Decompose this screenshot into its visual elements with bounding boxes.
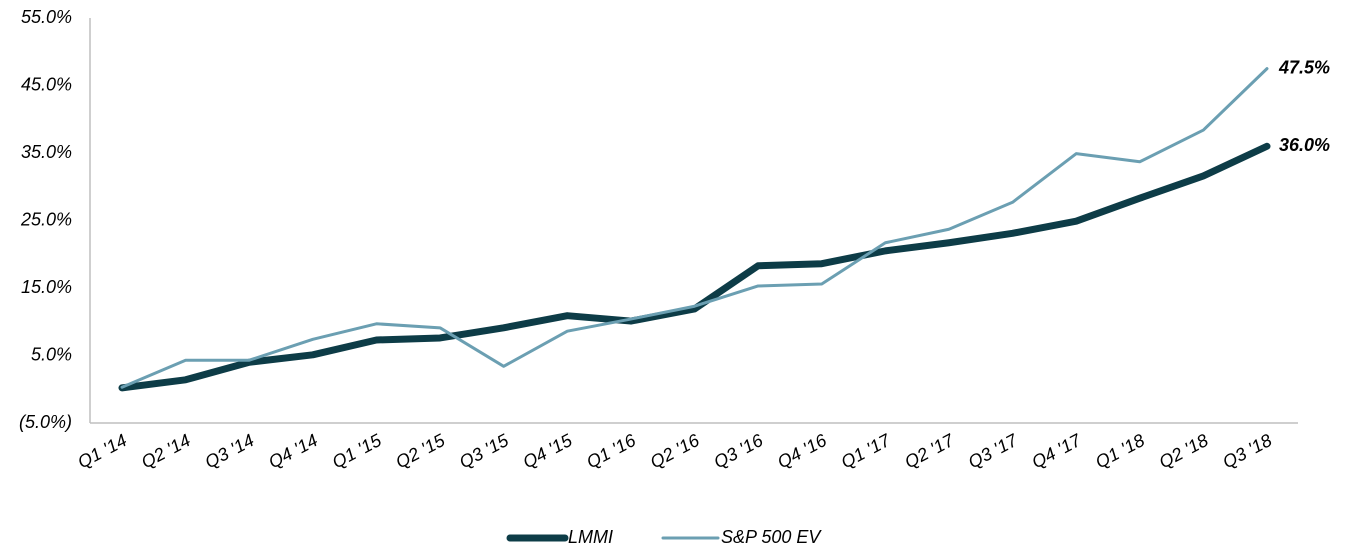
x-tick-label: Q1 '17 xyxy=(838,430,895,473)
x-tick-label: Q4 '15 xyxy=(520,430,577,473)
x-tick-label: Q1 '16 xyxy=(583,430,640,473)
x-tick-label: Q4 '14 xyxy=(265,430,321,472)
series-line xyxy=(118,142,1271,392)
x-tick-label: Q2 '17 xyxy=(901,430,958,473)
x-tick-label: Q3 '17 xyxy=(965,430,1022,473)
y-tick-label: (5.0%) xyxy=(19,412,72,432)
x-tick-label: Q3 '14 xyxy=(202,430,258,472)
x-tick-label: Q4 '17 xyxy=(1029,430,1086,473)
y-tick-label: 5.0% xyxy=(31,344,72,364)
data-label: 47.5% xyxy=(1278,57,1330,77)
y-tick-label: 25.0% xyxy=(20,209,72,229)
x-tick-label: Q2 '16 xyxy=(647,430,704,473)
y-tick-label: 45.0% xyxy=(21,74,72,94)
y-tick-label: 35.0% xyxy=(21,142,72,162)
x-tick-label: Q2 '14 xyxy=(138,430,194,472)
x-tick-label: Q1 '14 xyxy=(74,430,130,472)
legend-label: LMMI xyxy=(568,527,613,547)
y-tick-label: 15.0% xyxy=(21,277,72,297)
x-tick-label: Q3 '18 xyxy=(1219,430,1275,472)
x-tick-label: Q2 '18 xyxy=(1156,430,1212,472)
x-tick-label: Q4 '16 xyxy=(774,430,831,473)
y-tick-label: 55.0% xyxy=(21,7,72,27)
x-tick-label: Q3 '16 xyxy=(710,430,767,473)
x-tick-label: Q1 '15 xyxy=(329,430,386,473)
x-tick-label: Q2 '15 xyxy=(392,430,449,473)
series-line xyxy=(120,67,1269,389)
legend-label: S&P 500 EV xyxy=(721,527,822,547)
x-tick-label: Q3 '15 xyxy=(456,430,513,473)
x-tick-label: Q1 '18 xyxy=(1092,430,1148,472)
data-label: 36.0% xyxy=(1279,135,1330,155)
